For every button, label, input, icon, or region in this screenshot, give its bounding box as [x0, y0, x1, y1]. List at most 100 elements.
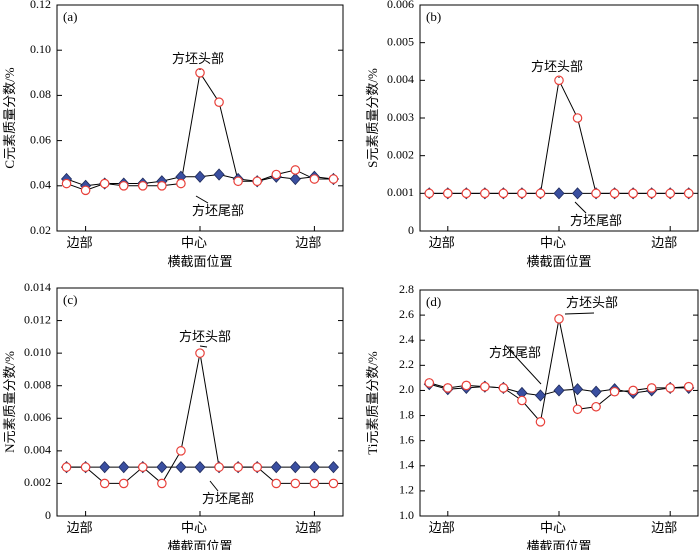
series-annotation: 方坯头部 [172, 51, 224, 66]
circle-marker [271, 169, 282, 180]
diamond-marker [289, 172, 301, 186]
panel-label: (d) [426, 294, 441, 309]
circle-marker [290, 165, 301, 175]
diamond-marker [99, 461, 111, 474]
y-tick-label: 0.08 [30, 87, 51, 101]
y-tick-label: 0.014 [24, 280, 51, 294]
annotation-leader [195, 195, 209, 204]
circle-marker [442, 188, 453, 199]
diamond-marker [571, 383, 584, 396]
y-tick-label: 1.2 [399, 483, 414, 497]
circle-marker [517, 188, 527, 199]
y-tick-label: 0.004 [387, 72, 414, 86]
y-tick-label: 1.6 [399, 432, 414, 446]
y-tick-label: 0.008 [24, 377, 51, 391]
series-annotation: 方坯头部 [179, 329, 231, 344]
circle-marker [498, 383, 509, 393]
circle-marker [665, 383, 675, 393]
y-tick-label: 0.003 [387, 110, 414, 124]
y-tick-label: 0.012 [24, 312, 51, 326]
x-tick-label: 中心 [181, 520, 207, 535]
circle-marker [99, 478, 110, 489]
circle-marker [461, 188, 472, 199]
y-tick-label: 0.02 [30, 223, 51, 237]
circle-marker [328, 174, 339, 184]
x-tick-label: 边部 [295, 235, 321, 250]
diamond-marker [308, 461, 320, 474]
circle-marker [176, 446, 186, 456]
x-tick-label: 边部 [67, 520, 93, 535]
series-annotation: 方坯头部 [531, 59, 583, 74]
circle-marker [309, 174, 320, 184]
circle-marker [609, 188, 620, 199]
diamond-marker [327, 461, 340, 474]
y-tick-label: 1.8 [399, 407, 414, 421]
circle-marker [535, 417, 546, 427]
y-tick-label: 2.8 [399, 282, 414, 296]
series-annotation: 方坯尾部 [489, 345, 541, 360]
panel-label: (a) [63, 9, 77, 24]
circle-marker [80, 185, 91, 196]
y-axis-label: C元素质量分数/% [2, 67, 17, 168]
circle-marker [233, 462, 243, 472]
diamond-marker [571, 187, 584, 200]
series-annotation: 方坯尾部 [570, 213, 622, 228]
y-tick-label: 0.04 [30, 178, 51, 192]
y-axis-label: Ti元素质量分数/% [365, 351, 380, 455]
circle-marker [535, 188, 546, 199]
series-annotation: 方坯尾部 [202, 491, 254, 506]
circle-marker [61, 178, 72, 189]
y-tick-label: 0.12 [30, 0, 51, 11]
y-tick-label: 1.4 [399, 458, 414, 472]
circle-marker [628, 385, 638, 396]
circle-marker [80, 462, 91, 472]
circle-marker [99, 178, 110, 189]
y-tick-label: 0.004 [24, 443, 51, 457]
diamond-marker [118, 461, 130, 474]
circle-marker [195, 68, 205, 78]
x-tick-label: 边部 [651, 235, 677, 250]
circle-marker [138, 181, 148, 191]
y-tick-label: 0.005 [387, 34, 414, 48]
x-tick-label: 边部 [651, 520, 677, 535]
panel-label: (c) [63, 292, 77, 307]
y-tick-label: 0 [45, 508, 51, 522]
circle-marker [271, 478, 282, 489]
annotation-leader [504, 344, 542, 385]
x-tick-label: 边部 [295, 520, 321, 535]
series-annotation: 方坯头部 [566, 295, 618, 310]
circle-marker [252, 462, 263, 472]
series-annotation: 方坯尾部 [192, 203, 244, 218]
diamond-marker [553, 384, 565, 397]
circle-marker [554, 75, 564, 86]
circle-marker [214, 97, 224, 107]
y-tick-label: 1.0 [399, 508, 414, 522]
circle-marker [424, 378, 435, 388]
diamond-marker [534, 389, 547, 402]
circle-marker [442, 383, 453, 393]
plot-frame [56, 287, 344, 517]
y-tick-label: 0.001 [387, 185, 414, 199]
circle-marker [157, 478, 167, 489]
diamond-marker [156, 461, 168, 474]
y-tick-label: 0.06 [30, 132, 51, 146]
circle-marker [665, 188, 675, 199]
x-axis-label: 横截面位置 [167, 254, 232, 269]
x-axis-label: 横截面位置 [526, 539, 591, 550]
diamond-marker [590, 385, 602, 398]
circle-marker [290, 478, 301, 489]
circle-marker [461, 380, 472, 391]
diamond-marker [270, 461, 282, 474]
x-tick-label: 中心 [540, 235, 566, 250]
circle-marker [572, 404, 583, 415]
y-tick-label: 0.10 [30, 42, 51, 56]
y-axis-label: N元素质量分数/% [2, 351, 17, 453]
circle-marker [195, 348, 205, 358]
circle-marker [498, 188, 509, 199]
y-tick-label: 2.2 [399, 357, 414, 371]
series-line [429, 318, 689, 423]
diamond-marker [289, 461, 301, 474]
circle-marker [683, 381, 694, 392]
y-tick-label: 0.002 [387, 147, 414, 161]
